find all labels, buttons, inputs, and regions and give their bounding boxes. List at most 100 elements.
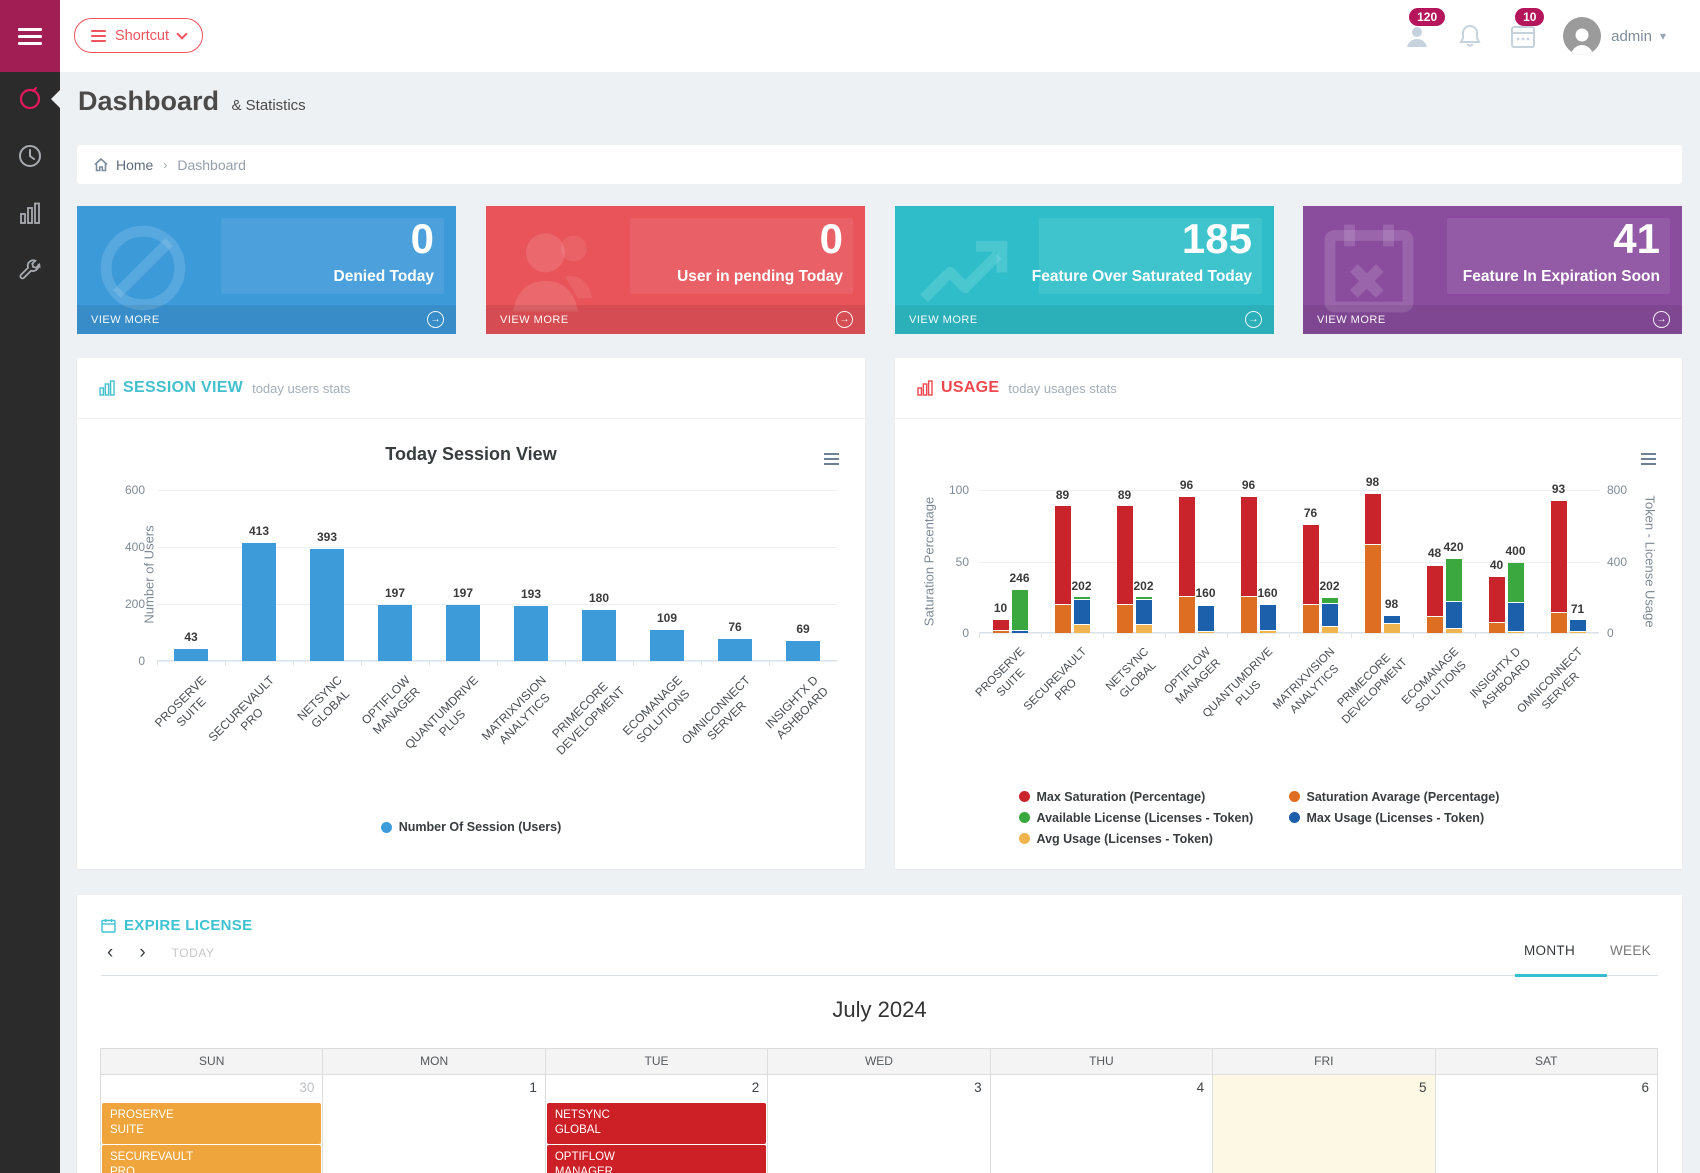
calendar-cell-2[interactable]: 2 NETSYNC GLOBAL OPTIFLOW MANAGER bbox=[545, 1075, 769, 1173]
gridline bbox=[157, 490, 837, 491]
sidebar-item-settings[interactable] bbox=[0, 249, 60, 293]
calendar-cell-6[interactable]: 6 bbox=[1435, 1075, 1657, 1173]
breadcrumb-home-link[interactable]: Home bbox=[116, 156, 154, 173]
view-more-button[interactable]: VIEW MORE → bbox=[77, 305, 456, 334]
usage-stacked-bar bbox=[1550, 501, 1567, 633]
sidebar-item-history[interactable] bbox=[0, 134, 60, 178]
username-label[interactable]: admin bbox=[1611, 27, 1652, 45]
view-more-button[interactable]: VIEW MORE → bbox=[895, 305, 1274, 334]
calendar-cell-5[interactable]: 5 bbox=[1213, 1075, 1436, 1173]
calendar-cell-3[interactable]: 3 bbox=[768, 1075, 991, 1173]
calendar-tabs-divider bbox=[101, 975, 1658, 976]
calendar-cell-30[interactable]: 30 PROSERVE SUITE SECUREVAULT PRO bbox=[101, 1075, 324, 1173]
user-menu-chevron-icon[interactable]: ▾ bbox=[1659, 29, 1666, 43]
gridline bbox=[979, 561, 1599, 563]
usage-panel-header: USAGE today usages stats bbox=[895, 358, 1682, 418]
session-chart-menu-icon[interactable] bbox=[824, 450, 839, 468]
usage-stacked-bar bbox=[1445, 559, 1462, 633]
bar-value-label: 89 bbox=[1117, 487, 1132, 502]
left-axis-tick: 50 bbox=[955, 554, 969, 569]
calendar-event-chip[interactable]: OPTIFLOW MANAGER bbox=[546, 1145, 767, 1173]
shortcut-label: Shortcut bbox=[115, 27, 169, 44]
sidebar-hamburger-button[interactable] bbox=[0, 0, 60, 72]
legend-item-0[interactable]: Max Saturation (Percentage) bbox=[1018, 786, 1289, 807]
session-bar-ecomanage-solutions bbox=[650, 630, 684, 661]
legend-item-2[interactable]: Available License (Licenses - Token) bbox=[1018, 807, 1289, 828]
legend-item-1[interactable]: Saturation Avarage (Percentage) bbox=[1288, 786, 1559, 807]
usage-legend: Max Saturation (Percentage) Saturation Av… bbox=[1018, 786, 1559, 849]
topbar-right-cluster: 120 10 bbox=[1403, 0, 1700, 72]
usage-stacked-bar bbox=[1383, 616, 1400, 633]
view-more-button[interactable]: VIEW MORE → bbox=[486, 305, 865, 334]
stat-card-0: 0 Denied Today VIEW MORE → bbox=[77, 206, 456, 334]
calendar-event-chip[interactable]: SECUREVAULT PRO bbox=[102, 1145, 322, 1173]
calendar-tab-week[interactable]: WEEK bbox=[1610, 943, 1651, 958]
avatar[interactable] bbox=[1563, 17, 1602, 55]
stat-card-1: 0 User in pending Today VIEW MORE → bbox=[486, 206, 865, 334]
view-more-button[interactable]: VIEW MORE → bbox=[1303, 305, 1682, 334]
mini-bar-chart-icon bbox=[99, 380, 115, 396]
weekday-header-sat: SAT bbox=[1535, 1054, 1558, 1068]
bar-value-label: 202 bbox=[1319, 578, 1340, 593]
user-icon bbox=[500, 216, 604, 320]
usage-stacked-bar bbox=[1259, 605, 1276, 633]
notifications-button[interactable] bbox=[1457, 22, 1483, 50]
calendar-month-title: July 2024 bbox=[832, 997, 927, 1022]
left-axis-tick: 100 bbox=[948, 483, 969, 497]
bar-value-label: 400 bbox=[1505, 543, 1526, 558]
usage-chart-menu-icon[interactable] bbox=[1641, 450, 1656, 468]
calendar-event-chip[interactable]: NETSYNC GLOBAL bbox=[546, 1103, 767, 1144]
sidebar-item-dashboard[interactable] bbox=[0, 76, 60, 120]
calendar-week-row: 30 PROSERVE SUITE SECUREVAULT PRO 1 2 NETSYNC… bbox=[101, 1075, 1657, 1173]
legend-item-3[interactable]: Max Usage (Licenses - Token) bbox=[1288, 807, 1559, 828]
legend-label: Avg Usage (Licenses - Token) bbox=[1036, 831, 1213, 846]
session-legend[interactable]: Number Of Session (Users) bbox=[77, 820, 865, 834]
card-value: 41 bbox=[1613, 215, 1660, 262]
usage-stacked-bar bbox=[1073, 597, 1090, 633]
day-number: 30 bbox=[299, 1080, 315, 1095]
y-axis-tick: 600 bbox=[124, 483, 145, 497]
usage-stacked-bar bbox=[1488, 577, 1505, 633]
dashboard-icon bbox=[19, 86, 41, 110]
calendar-prev-button[interactable]: ‹ bbox=[107, 942, 114, 963]
bar-value-label: 109 bbox=[656, 611, 678, 625]
view-more-label: VIEW MORE bbox=[500, 313, 569, 326]
calendar-tab-month[interactable]: MONTH bbox=[1524, 943, 1575, 958]
session-panel-header: SESSION VIEW today users stats bbox=[77, 358, 865, 418]
card-highlight-box bbox=[1447, 218, 1670, 294]
usage-plot-area: 10 246 PROSERVE SUITE 89 202 SECUREVAULT PRO 8… bbox=[974, 475, 1599, 726]
session-bar-optiflow-manager bbox=[378, 605, 412, 661]
card-highlight-box bbox=[221, 218, 444, 294]
day-number: 1 bbox=[529, 1080, 537, 1095]
bar-value-label: 202 bbox=[1133, 578, 1154, 593]
session-bar-securevault-pro bbox=[242, 543, 276, 661]
left-axis-tick: 0 bbox=[962, 626, 969, 640]
shortcut-dropdown-button[interactable]: Shortcut bbox=[74, 18, 203, 53]
gridline bbox=[157, 604, 837, 605]
page-title: Dashboard bbox=[78, 86, 220, 116]
legend-item-4[interactable]: Avg Usage (Licenses - Token) bbox=[1018, 828, 1289, 849]
calendar-next-button[interactable]: › bbox=[139, 942, 146, 963]
bar-value-label: 197 bbox=[384, 586, 406, 600]
usage-stacked-bar bbox=[1302, 525, 1319, 633]
sidebar-item-reports[interactable] bbox=[0, 192, 60, 236]
arrow-circle-icon: → bbox=[836, 311, 853, 328]
calendar-notifications-button[interactable]: 10 bbox=[1509, 8, 1545, 50]
usage-panel-title: USAGE bbox=[941, 379, 1000, 396]
calendar-today-button[interactable]: TODAY bbox=[171, 946, 215, 960]
card-label: Feature In Expiration Soon bbox=[1462, 268, 1660, 285]
calendar-cell-4[interactable]: 4 bbox=[990, 1075, 1214, 1173]
session-y-axis-label: Number of Users bbox=[141, 525, 157, 624]
bar-value-label: 197 bbox=[452, 586, 474, 600]
wrench-icon bbox=[19, 259, 41, 280]
calendar-event-chip[interactable]: PROSERVE SUITE bbox=[102, 1103, 322, 1144]
x-axis-label: ECOMANAGE SOLUTIONS bbox=[1399, 645, 1469, 715]
bar-value-label: 413 bbox=[248, 524, 270, 538]
legend-dot bbox=[1018, 812, 1030, 823]
pending-users-button[interactable]: 120 bbox=[1403, 8, 1446, 50]
x-axis-label: SECUREVAULT PRO bbox=[1021, 645, 1090, 714]
calendar-cell-1[interactable]: 1 bbox=[323, 1075, 546, 1173]
card-value: 0 bbox=[410, 215, 434, 262]
bar-value-label: 76 bbox=[728, 620, 742, 634]
